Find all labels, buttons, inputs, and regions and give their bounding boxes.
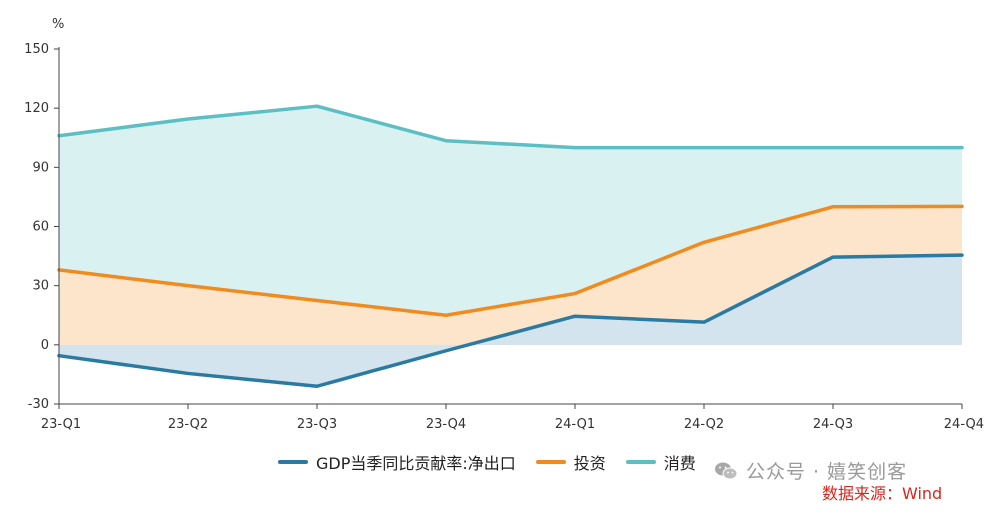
watermark-text: 公众号 · 嬉笑创客 [746,461,908,483]
chart-areas [59,106,962,387]
source-note: 数据来源：Wind [822,484,943,503]
wechat-icon [715,462,738,479]
x-tick-label-0: 23-Q1 [41,417,81,432]
x-tick-label-5: 24-Q2 [684,417,724,432]
legend-item-0: GDP当季同比贡献率:净出口 [278,450,516,474]
series-line-1 [57,204,964,317]
y-tick-label-1: 0 [41,338,49,353]
x-tick-label-1: 23-Q2 [168,417,208,432]
y-axis-unit: % [52,17,64,32]
y-tick-label-5: 120 [24,101,49,116]
legend-label-0: GDP当季同比贡献率:净出口 [316,454,516,473]
series-line-2 [57,104,964,150]
series-line-0 [57,253,964,388]
x-tick-label-3: 23-Q4 [426,417,466,432]
watermark: 公众号 · 嬉笑创客 [714,457,907,484]
y-tick-label-2: 30 [32,279,49,294]
x-tick-label-6: 24-Q3 [813,417,853,432]
y-tick-label-3: 60 [32,220,49,235]
legend-swatch-2 [625,460,656,464]
y-tick-label-0: -30 [28,397,49,412]
x-tick-label-4: 24-Q1 [555,417,595,432]
legend: GDP当季同比贡献率:净出口 投资 消费 [278,450,716,474]
legend-swatch-1 [535,460,566,464]
legend-item-2: 消费 [625,450,696,474]
chart: -30 0 30 60 90 120 150 23-Q1 23-Q2 23-Q3 23-Q4 24-Q… [24,17,984,432]
legend-label-1: 投资 [573,454,606,473]
area-0 [59,255,962,387]
legend-swatch-0 [278,460,308,464]
chart-lines [57,104,964,388]
x-tick-label-2: 23-Q3 [297,417,337,432]
legend-label-2: 消费 [663,454,696,473]
x-tick-label-7: 24-Q4 [944,417,984,432]
y-tick-label-6: 150 [24,42,49,57]
chart-axes: -30 0 30 60 90 120 150 23-Q1 23-Q2 23-Q3 23-Q4 24-Q… [24,42,984,432]
y-tick-label-4: 90 [32,160,49,175]
legend-item-1: 投资 [535,450,606,474]
